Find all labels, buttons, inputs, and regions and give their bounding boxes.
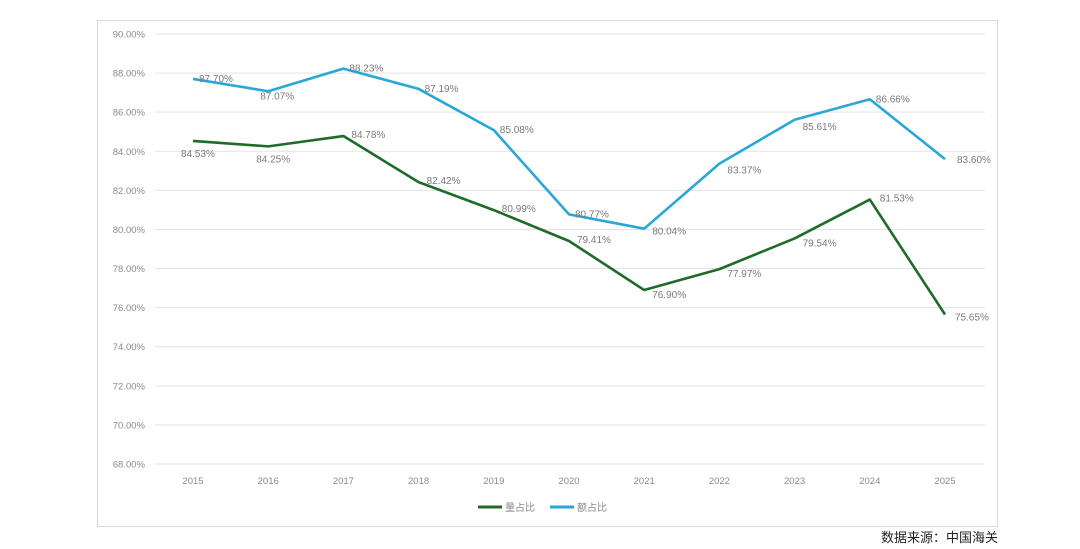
gridlines (155, 33, 985, 465)
legend-item-volume-share: 量占比 (478, 501, 535, 514)
x-tick-label: 2019 (483, 476, 504, 487)
series-line-value-share (192, 67, 946, 230)
data-label: 83.60% (957, 155, 991, 166)
x-tick-label: 2024 (859, 476, 880, 487)
x-tick-label: 2018 (408, 476, 429, 487)
x-tick-label: 2020 (558, 476, 579, 487)
data-label: 84.53% (181, 149, 215, 160)
data-label: 87.70% (199, 74, 233, 85)
data-label: 80.04% (652, 227, 686, 238)
y-tick-label: 76.00% (113, 303, 146, 314)
data-source-note: 数据来源：中国海关 (880, 531, 998, 546)
data-label: 77.97% (727, 269, 761, 280)
series-lines (192, 67, 947, 316)
y-tick-label: 86.00% (113, 108, 146, 119)
data-label: 75.65% (955, 312, 989, 323)
x-tick-label: 2016 (258, 476, 279, 487)
x-tick-label: 2022 (709, 476, 730, 487)
x-tick-label: 2021 (634, 476, 655, 487)
y-tick-label: 78.00% (113, 264, 146, 275)
data-label: 84.25% (256, 154, 290, 165)
data-label: 80.77% (575, 209, 609, 220)
y-tick-label: 82.00% (113, 186, 146, 197)
x-axis: 2015 2016 2017 2018 2019 2020 2021 2022 2023 2024… (182, 476, 955, 487)
data-label: 83.37% (727, 166, 761, 177)
data-label: 80.99% (502, 204, 536, 215)
y-tick-label: 68.00% (113, 460, 146, 471)
x-tick-label: 2023 (784, 476, 805, 487)
data-label: 82.42% (427, 176, 461, 187)
legend-label: 量占比 (505, 501, 535, 514)
x-tick-label: 2017 (333, 476, 354, 487)
x-tick-label: 2025 (934, 476, 955, 487)
y-tick-label: 84.00% (113, 147, 146, 158)
y-axis: 68.00% 70.00% 72.00% 74.00% 76.00% 78.00% 80.0… (113, 30, 146, 471)
data-label: 88.23% (349, 64, 383, 75)
data-label: 79.41% (577, 235, 611, 246)
data-label: 86.66% (876, 94, 910, 105)
data-label: 84.78% (351, 130, 385, 141)
data-label: 76.90% (652, 290, 686, 301)
legend-item-value-share: 额占比 (550, 501, 607, 514)
y-tick-label: 88.00% (113, 69, 146, 80)
data-label: 79.54% (803, 238, 837, 249)
legend-label: 额占比 (577, 501, 607, 514)
data-label: 85.61% (803, 122, 837, 133)
y-tick-label: 74.00% (113, 342, 146, 353)
data-labels: 84.53% 84.25% 84.78% 82.42% 80.99% 79.41% 76.9… (181, 64, 991, 324)
series-line-volume-share (192, 134, 947, 316)
y-tick-label: 80.00% (113, 225, 146, 236)
y-tick-label: 90.00% (113, 30, 146, 41)
data-label: 87.07% (260, 91, 294, 102)
data-label: 87.19% (425, 84, 459, 95)
x-tick-label: 2015 (182, 476, 203, 487)
data-label: 81.53% (880, 194, 914, 205)
legend: 量占比 额占比 (478, 501, 607, 514)
y-tick-label: 72.00% (113, 381, 146, 392)
data-label: 85.08% (500, 125, 534, 136)
y-tick-label: 70.00% (113, 420, 146, 431)
